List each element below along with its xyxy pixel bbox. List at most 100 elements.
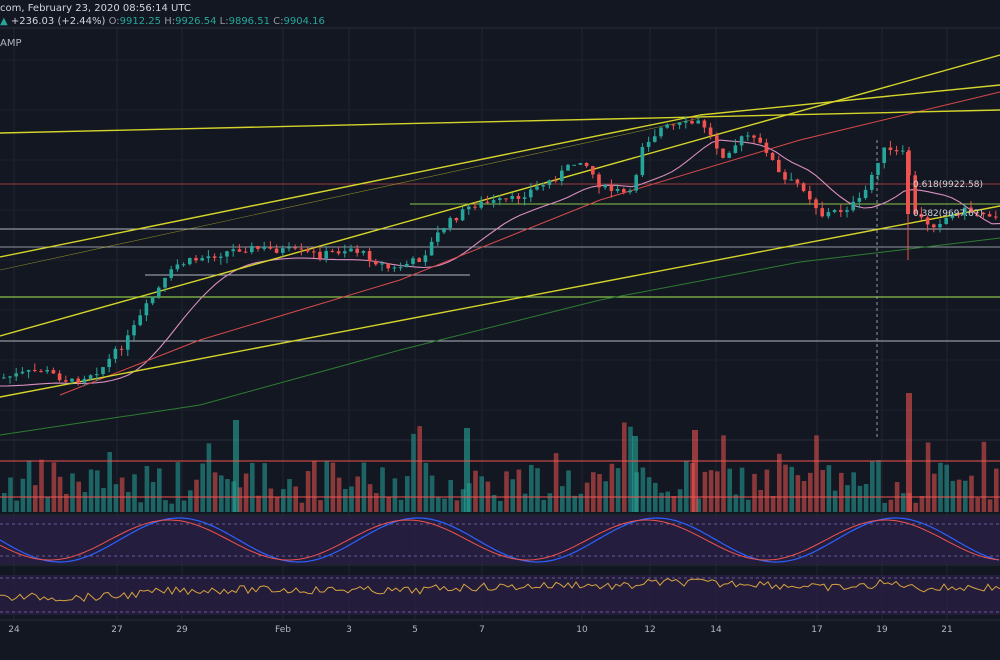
candle-body-79 <box>491 200 496 203</box>
volume-bar-46 <box>287 479 292 512</box>
volume-bar-18 <box>113 484 119 512</box>
volume-bar-65 <box>405 476 410 512</box>
candle-body-75 <box>467 206 471 210</box>
volume-bar-106 <box>659 492 664 512</box>
candle-body-120 <box>746 135 750 137</box>
candle-body-106 <box>659 127 663 137</box>
volume-bar-128 <box>795 475 801 512</box>
candle-body-52 <box>324 251 328 259</box>
x-tick-label-11: 19 <box>876 625 888 635</box>
volume-bar-135 <box>839 472 844 512</box>
volume-bar-115 <box>715 471 720 512</box>
ohlc-readout: ▲ +236.03 (+2.44%) O:9912.25 H:9926.54 L… <box>0 16 325 27</box>
volume-bar-125 <box>777 453 782 512</box>
x-tick-label-2: 29 <box>176 625 188 635</box>
volume-bars <box>0 393 1000 512</box>
volume-bar-103 <box>640 467 646 512</box>
volume-bar-140 <box>870 461 875 512</box>
candle-body-140 <box>870 174 874 190</box>
candle-body-151 <box>938 223 942 228</box>
candle-body-62 <box>386 263 390 269</box>
osc-line <box>0 578 1000 603</box>
volume-bar-34 <box>212 472 218 512</box>
volume-bar-7 <box>45 497 50 512</box>
volume-bar-10 <box>64 493 69 512</box>
candle-body-95 <box>591 166 595 175</box>
candle-body-55 <box>343 251 347 254</box>
volume-bar-73 <box>454 500 460 512</box>
candle-body-61 <box>380 263 384 265</box>
candle-body-35 <box>219 256 223 258</box>
volume-bar-116 <box>721 435 726 512</box>
volume-bar-49 <box>305 471 311 512</box>
candle-body-48 <box>299 248 304 250</box>
volume-bar-17 <box>107 451 112 512</box>
x-tick-label-12: 21 <box>941 625 952 635</box>
candle-body-46 <box>287 247 291 249</box>
candle-body-127 <box>789 179 793 181</box>
candle-body-160 <box>994 216 998 218</box>
volume-bar-99 <box>615 468 621 512</box>
candle-body-72 <box>448 218 452 228</box>
x-tick-label-6: 7 <box>479 625 485 635</box>
volume-bar-62 <box>386 496 391 512</box>
candle-body-24 <box>150 296 155 304</box>
candle-body-7 <box>45 370 49 372</box>
x-tick-label-8: 12 <box>644 625 655 635</box>
volume-bar-42 <box>262 463 267 512</box>
candle-body-74 <box>460 209 465 221</box>
candle-body-124 <box>770 152 775 160</box>
candle-body-155 <box>963 207 967 216</box>
candle-body-12 <box>76 378 80 383</box>
volume-bar-9 <box>57 476 63 512</box>
candle-body-78 <box>485 201 490 203</box>
volume-bar-134 <box>832 490 838 512</box>
volume-bar-38 <box>237 487 243 512</box>
candle-body-100 <box>622 189 626 193</box>
x-tick-label-4: 3 <box>346 625 352 635</box>
candle-body-115 <box>715 135 719 149</box>
candle-body-92 <box>572 164 576 166</box>
low-value: 9896.51 <box>228 16 270 27</box>
candle-body-94 <box>584 163 589 167</box>
candle-body-89 <box>553 180 558 182</box>
candle-body-123 <box>764 142 769 153</box>
candle-body-76 <box>473 206 477 208</box>
candle-body-77 <box>479 201 483 208</box>
volume-bar-51 <box>318 500 323 512</box>
volume-bar-29 <box>181 500 187 512</box>
candle-body-86 <box>535 186 539 190</box>
indicator-label: AMP <box>0 38 22 49</box>
volume-bar-138 <box>857 485 863 512</box>
low-label: L: <box>219 16 229 27</box>
volume-bar-119 <box>739 467 745 512</box>
candle-body-80 <box>498 198 502 201</box>
candle-body-137 <box>851 201 855 211</box>
open-value: 9912.25 <box>119 16 162 27</box>
volume-bar-157 <box>975 497 980 512</box>
candle-body-96 <box>597 174 601 188</box>
volume-bar-43 <box>268 488 274 512</box>
volume-bar-58 <box>361 462 367 512</box>
candle-body-138 <box>857 197 862 202</box>
volume-bar-81 <box>504 471 509 512</box>
candle-body-38 <box>237 249 242 252</box>
candle-body-69 <box>429 241 434 256</box>
volume-bar-3 <box>20 478 26 512</box>
spike-body <box>906 152 910 214</box>
spike-volume <box>906 393 912 512</box>
volume-bar-126 <box>783 464 788 512</box>
volume-bar-147 <box>913 502 918 512</box>
volume-bar-61 <box>380 467 385 512</box>
candle-body-152 <box>944 217 948 224</box>
volume-bar-107 <box>665 491 670 512</box>
candle-body-9 <box>57 373 62 381</box>
candle-body-21 <box>132 325 136 336</box>
candle-body-116 <box>721 148 725 158</box>
candle-body-109 <box>677 122 682 125</box>
volume-bar-109 <box>677 489 683 512</box>
candle-body-84 <box>522 197 527 199</box>
volume-bar-92 <box>572 495 577 512</box>
osc-band <box>0 575 1000 615</box>
